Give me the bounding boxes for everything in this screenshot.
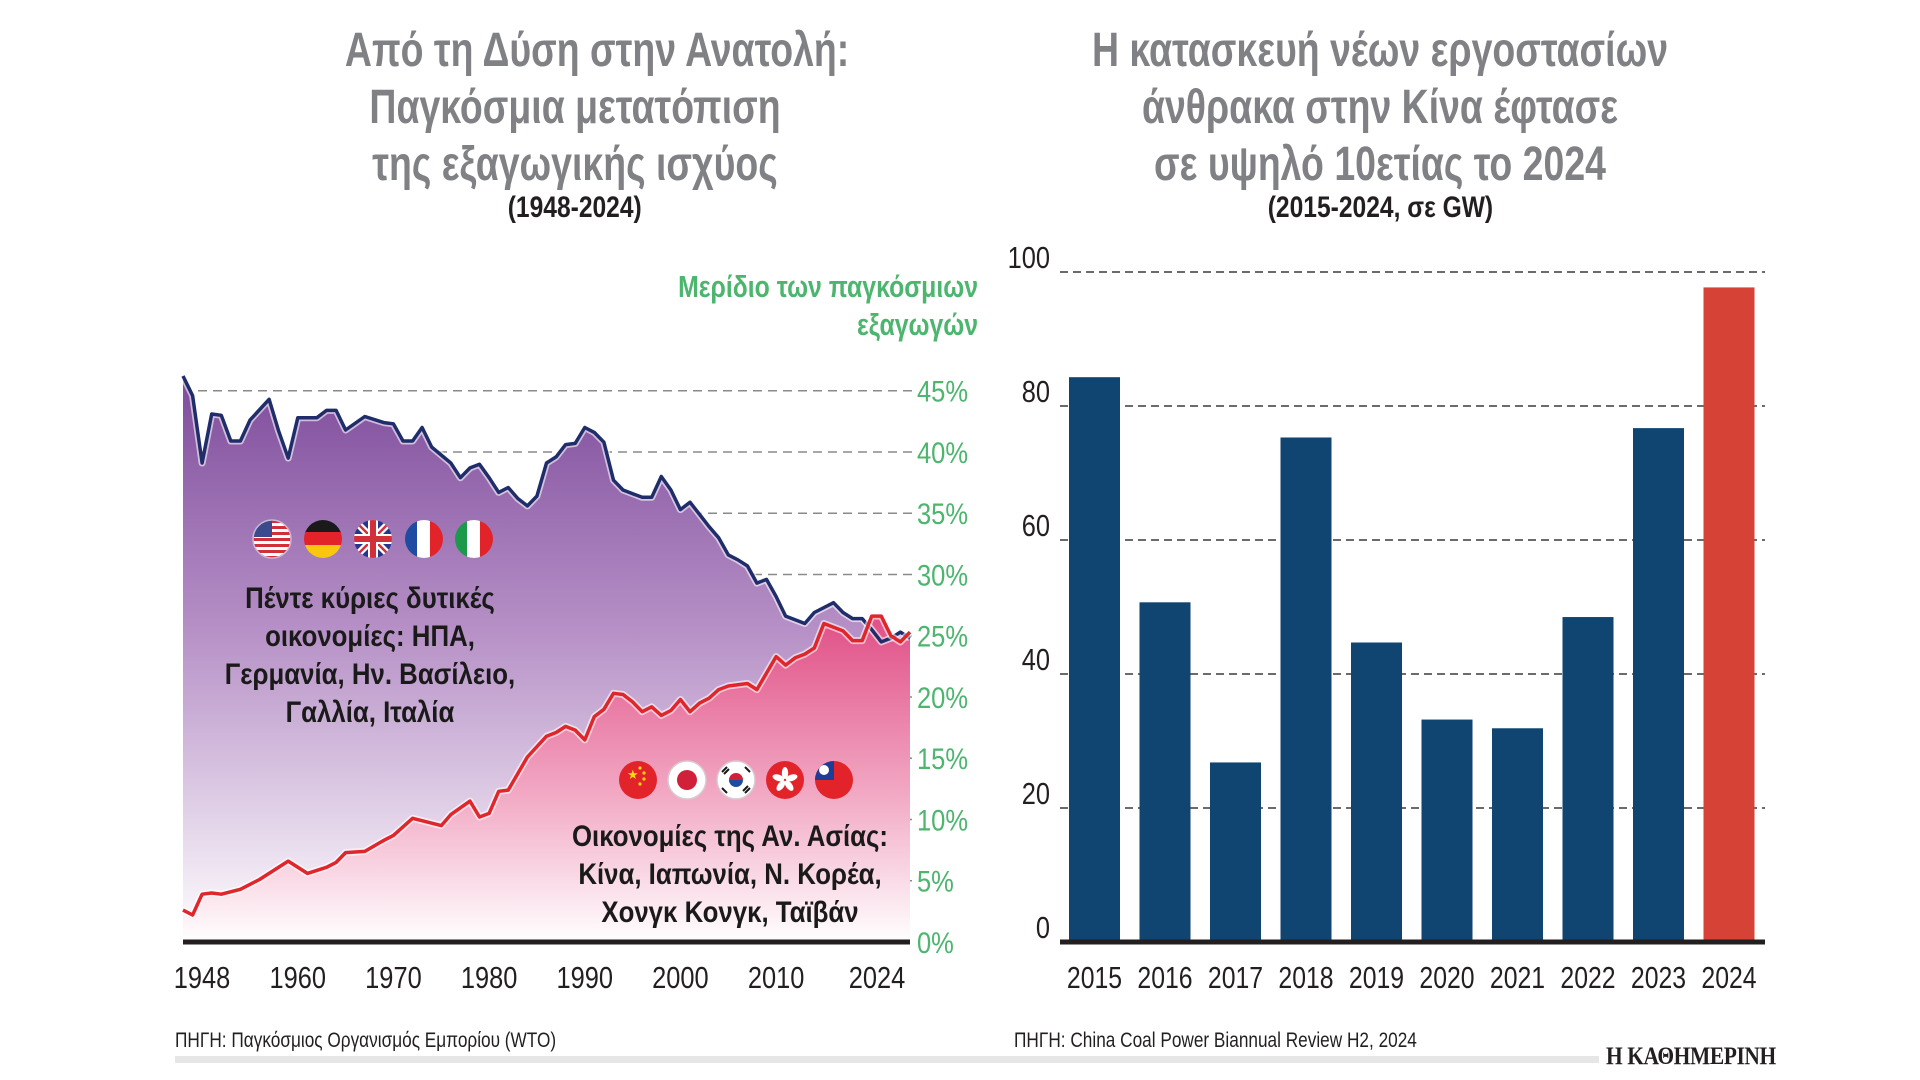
left-y-tick-label: 15%: [917, 742, 968, 775]
left-x-tick-label: 2010: [748, 961, 805, 996]
west-label-line: Πέντε κύριες δυτικές: [245, 582, 495, 615]
left-y-tick-label: 40%: [917, 436, 968, 469]
left-chart-title: Από τη Δύση στην Ανατολή: Παγκόσμια μετα…: [280, 22, 870, 193]
bar-2019: [1351, 642, 1402, 942]
right-title-line: άνθρακα στην Κίνα έφτασε: [1141, 81, 1619, 134]
right-y-tick-label: 0: [1036, 911, 1050, 946]
left-y-axis-title: Μερίδιο των παγκόσμιων εξαγωγών: [580, 268, 978, 344]
bar-2018: [1280, 437, 1332, 942]
south-korea-flag-icon: [716, 760, 756, 800]
right-x-tick-label: 2019: [1349, 960, 1404, 994]
right-x-tick-label: 2022: [1560, 960, 1615, 994]
right-title-line: Η κατασκευή νέων εργοστασίων: [1091, 24, 1669, 77]
west-label-line: οικονομίες: ΗΠΑ,: [265, 620, 475, 653]
east-share-line: [182, 614, 912, 917]
bar-2022: [1562, 617, 1614, 942]
east-flags: ★: [619, 760, 853, 800]
left-x-tick-label: 1960: [270, 961, 327, 996]
right-x-tick-label: 2023: [1631, 960, 1686, 994]
right-x-tick-label: 2018: [1278, 960, 1333, 994]
right-subtitle-text: (2015-2024, σε GW): [1267, 191, 1493, 224]
west-label-line: Γαλλία, Ιταλία: [285, 696, 455, 729]
left-title-line: Από τη Δύση στην Ανατολή:: [344, 24, 850, 77]
left-y-tick-label: 30%: [917, 559, 968, 592]
left-y-tick-label: 20%: [917, 681, 968, 714]
left-x-tick-label: 1970: [365, 961, 422, 996]
west-share-line: [181, 375, 911, 644]
east-share-area: [183, 616, 910, 942]
right-y-tick-label: 20: [1022, 777, 1050, 812]
left-y-tick-label: 25%: [917, 620, 968, 653]
left-y-tick-label: 5%: [917, 865, 954, 898]
japan-flag-icon: [667, 760, 707, 800]
uk-flag-icon: [354, 520, 392, 558]
right-x-tick-label: 2021: [1490, 960, 1545, 994]
right-title-line: σε υψηλό 10ετίας το 2024: [1154, 138, 1606, 191]
east-label-line: Οικονομίες της Αν. Ασίας:: [571, 820, 889, 853]
left-area-chart: 0% 5% 10% 15% 20% 25% 30% 35% 40% 45% 1948 1960 197…: [174, 374, 968, 996]
bar-2024: [1703, 287, 1755, 942]
right-x-tick-label: 2024: [1701, 960, 1756, 994]
right-y-tick-label: 40: [1022, 643, 1050, 678]
axis-title-line: Μερίδιο των παγκόσμιων: [678, 269, 978, 304]
right-x-tick-label: 2016: [1137, 960, 1192, 994]
bar-2015: [1069, 377, 1120, 942]
bar-2021: [1492, 728, 1543, 942]
left-y-tick-labels: 0% 5% 10% 15% 20% 25% 30% 35% 40% 45%: [917, 375, 968, 960]
left-x-tick-label: 2024: [849, 961, 906, 996]
right-x-tick-label: 2017: [1208, 960, 1263, 994]
bar-2023: [1633, 428, 1684, 942]
west-economies-label: Πέντε κύριες δυτικές οικονομίες: ΗΠΑ, Γε…: [180, 580, 560, 732]
kathimerini-logo: Η ΚΑΘΗΜΕΡΙΝΗ: [1606, 1043, 1776, 1070]
right-chart-title: Η κατασκευή νέων εργοστασίων άνθρακα στη…: [1010, 22, 1750, 193]
china-flag-icon: ★: [619, 761, 657, 799]
right-x-tick-labels: 2015 2016 2017 2018 2019 2020 2021 2022 2023 2024: [1067, 960, 1757, 994]
left-x-tick-labels: 1948 1960 1970 1980 1990 2000 2010 2024: [174, 961, 906, 996]
right-bar-chart: 0 20 40 60 80 100 2015 2016 2017 2018 2019 2020 202…: [1008, 241, 1765, 995]
west-label-line: Γερμανία, Ην. Βασίλειο,: [224, 658, 516, 691]
right-y-tick-labels: 0 20 40 60 80 100: [1008, 241, 1050, 946]
france-flag-icon: [405, 520, 443, 558]
right-x-tick-label: 2015: [1067, 960, 1122, 994]
right-y-tick-label: 100: [1008, 241, 1050, 276]
left-x-tick-label: 1980: [461, 961, 518, 996]
left-x-tick-label: 2000: [652, 961, 709, 996]
bar-2016: [1139, 602, 1191, 942]
right-chart-subtitle: (2015-2024, σε GW): [1130, 191, 1630, 225]
east-label-line: Χονγκ Κονγκ, Ταϊβάν: [601, 896, 859, 929]
right-y-tick-label: 60: [1022, 509, 1050, 544]
left-y-tick-label: 10%: [917, 804, 968, 837]
left-y-tick-label: 35%: [917, 497, 968, 530]
left-title-line: Παγκόσμια μετατόπιση: [369, 81, 781, 134]
left-subtitle-text: (1948-2024): [507, 191, 643, 224]
left-y-tick-label: 0%: [917, 926, 954, 959]
svg-text:★: ★: [627, 767, 639, 782]
left-y-tick-label: 45%: [917, 375, 968, 408]
footer-divider: [175, 1056, 1599, 1063]
right-y-tick-label: 80: [1022, 375, 1050, 410]
east-label-line: Κίνα, Ιαπωνία, Ν. Κορέα,: [578, 858, 882, 891]
left-x-tick-label: 1990: [557, 961, 614, 996]
left-source-note: ΠΗΓΗ: Παγκόσμιος Οργανισμός Εμπορίου (WT…: [175, 1029, 557, 1052]
left-chart-subtitle: (1948-2024): [380, 191, 770, 225]
italy-flag-icon: [455, 520, 493, 558]
right-x-tick-label: 2020: [1419, 960, 1474, 994]
bars: [1069, 287, 1755, 942]
axis-title-line: εξαγωγών: [856, 307, 978, 342]
left-x-tick-label: 1948: [174, 961, 231, 996]
right-source-note: ΠΗΓΗ: China Coal Power Biannual Review H…: [1014, 1029, 1417, 1052]
bar-2020: [1421, 719, 1473, 942]
hong-kong-flag-icon: [766, 761, 804, 799]
bar-2017: [1210, 762, 1261, 942]
germany-flag-icon: [304, 520, 342, 558]
us-flag-icon: [252, 519, 292, 559]
east-economies-label: Οικονομίες της Αν. Ασίας: Κίνα, Ιαπωνία,…: [530, 818, 930, 932]
west-flags: [252, 519, 493, 559]
left-title-line: της εξαγωγικής ισχύος: [372, 138, 778, 191]
